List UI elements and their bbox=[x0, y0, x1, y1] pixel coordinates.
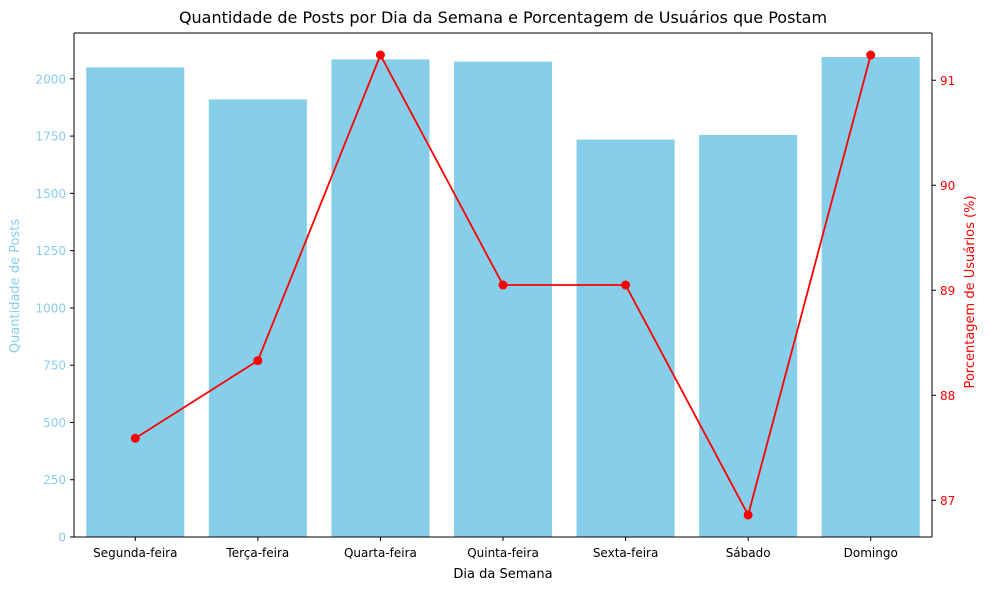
bars-layer bbox=[86, 57, 920, 538]
right-tick-label: 90 bbox=[940, 179, 955, 193]
point-1 bbox=[130, 433, 140, 443]
point-6 bbox=[743, 510, 753, 520]
bar-3 bbox=[331, 59, 430, 537]
line-layer bbox=[130, 50, 876, 520]
left-tick-label: 0 bbox=[58, 531, 66, 545]
bar-7 bbox=[821, 57, 920, 538]
left-tick-label: 2000 bbox=[35, 72, 66, 86]
left-tick-label: 1250 bbox=[35, 244, 66, 258]
bar-5 bbox=[576, 139, 675, 537]
x-tick-label: Segunda-feira bbox=[93, 546, 177, 560]
x-axis-label: Dia da Semana bbox=[453, 567, 552, 582]
chart-title: Quantidade de Posts por Dia da Semana e … bbox=[179, 8, 827, 27]
left-tick-label: 500 bbox=[43, 416, 66, 430]
bar-2 bbox=[208, 99, 307, 537]
right-tick-label: 91 bbox=[940, 74, 955, 88]
right-tick-label: 89 bbox=[940, 284, 955, 298]
x-tick-label: Quarta-feira bbox=[344, 546, 417, 560]
point-4 bbox=[498, 280, 508, 290]
right-tick-label: 88 bbox=[940, 389, 955, 403]
left-axis-label: Quantidade de Posts bbox=[8, 219, 23, 354]
point-5 bbox=[621, 280, 631, 290]
x-tick-label: Sábado bbox=[726, 546, 771, 560]
x-tick-label: Terça-feira bbox=[225, 546, 289, 560]
point-2 bbox=[253, 356, 263, 366]
bar-6 bbox=[699, 134, 798, 538]
right-axis-label: Porcentagem de Usuários (%) bbox=[963, 195, 978, 388]
point-3 bbox=[375, 50, 385, 60]
bar-4 bbox=[453, 61, 553, 538]
bar-1 bbox=[86, 67, 185, 537]
point-7 bbox=[866, 50, 876, 60]
left-tick-label: 1750 bbox=[35, 130, 66, 144]
left-tick-label: 1000 bbox=[35, 301, 66, 315]
x-tick-label: Quinta-feira bbox=[467, 546, 539, 560]
left-tick-label: 1500 bbox=[35, 187, 66, 201]
axes-layer: 0 250 500 750 1000 1250 1500 1750 2000 87 88 89 90 91… bbox=[35, 32, 955, 560]
x-tick-label: Domingo bbox=[844, 546, 898, 560]
left-tick-label: 250 bbox=[43, 473, 66, 487]
right-tick-label: 87 bbox=[940, 494, 955, 508]
left-tick-label: 750 bbox=[43, 359, 66, 373]
x-tick-label: Sexta-feira bbox=[593, 546, 659, 560]
